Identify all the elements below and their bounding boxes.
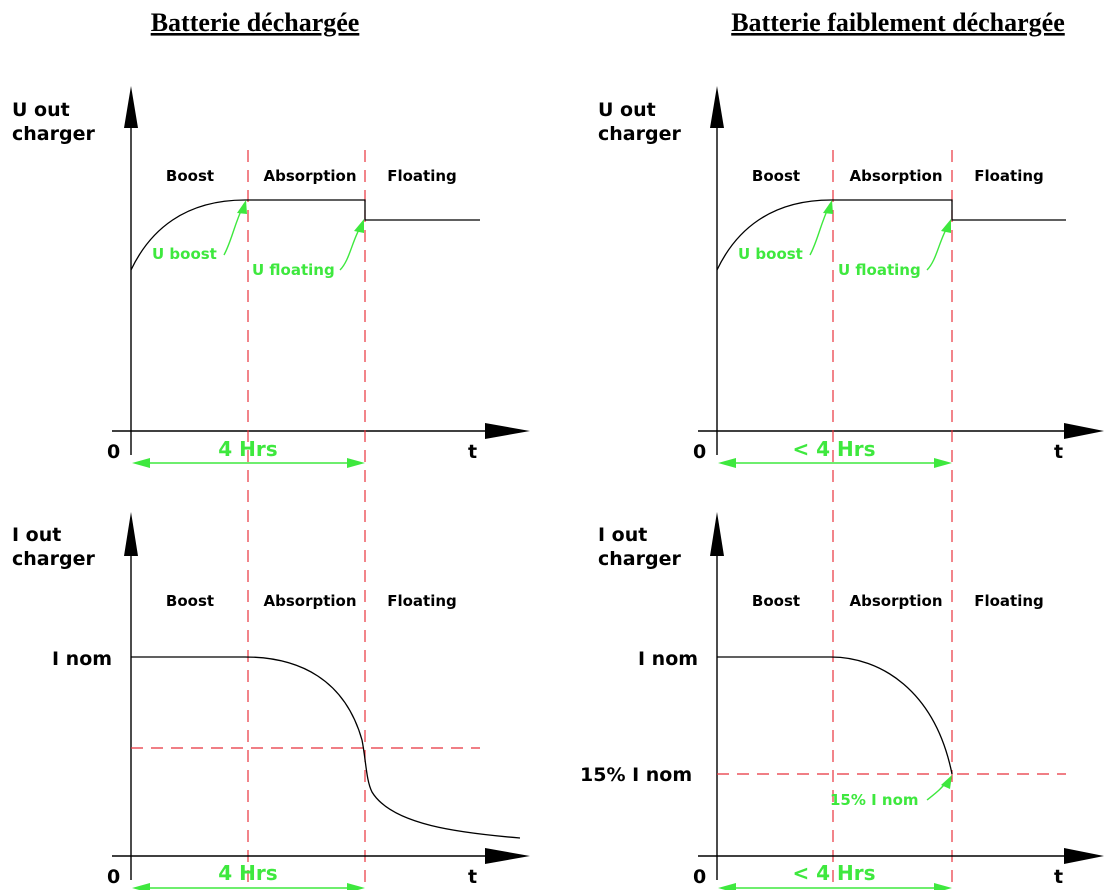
y-label-line1: I out [598, 524, 647, 546]
phase-absorption: Absorption [263, 592, 356, 610]
time-label: t [1054, 866, 1063, 888]
y-axis-arrow-icon [124, 512, 138, 556]
phase-boost: Boost [166, 592, 214, 610]
pct-i-nom-callout: 15% I nom [830, 791, 919, 809]
y-axis-arrow-icon [710, 512, 724, 556]
voltage-curve [130, 199, 480, 271]
voltage-chart-right: U out charger 0 t Boost Absorption Float… [598, 86, 1104, 890]
phase-absorption: Absorption [849, 592, 942, 610]
time-label: t [1054, 441, 1063, 463]
dim-arrow-right-icon [347, 458, 365, 468]
current-curve [131, 656, 521, 839]
phase-absorption: Absorption [849, 167, 942, 185]
phase-boost: Boost [752, 167, 800, 185]
title-left: Batterie déchargée [151, 8, 360, 37]
pct-i-nom-label: 15% I nom [580, 764, 692, 786]
dim-arrow-right-icon [934, 458, 952, 468]
time-label: t [468, 441, 477, 463]
y-label-line2: charger [12, 123, 95, 145]
phase-floating: Floating [387, 592, 457, 610]
origin-label: 0 [693, 866, 706, 888]
y-label-line1: U out [12, 99, 70, 121]
i-nom-label: I nom [638, 648, 698, 670]
dim-arrow-right-icon [934, 883, 952, 890]
dim-arrow-left-icon [718, 458, 736, 468]
phase-boost: Boost [752, 592, 800, 610]
current-chart-right: I out charger I nom 15% I nom 0 t Boost … [580, 512, 1104, 890]
y-axis-arrow-icon [124, 86, 138, 128]
pct-i-nom-arrow-icon [941, 775, 952, 789]
dim-arrow-left-icon [718, 883, 736, 890]
i-nom-label: I nom [52, 648, 112, 670]
x-axis-arrow-icon [485, 848, 530, 864]
voltage-curve [716, 199, 1066, 271]
origin-label: 0 [107, 866, 120, 888]
x-axis-arrow-icon [485, 423, 530, 439]
dim-arrow-left-icon [132, 883, 150, 890]
x-axis-arrow-icon [1064, 848, 1104, 864]
voltage-chart-left: U out charger 0 t Boost Absorption Float… [12, 86, 530, 890]
duration-label: 4 Hrs [218, 437, 277, 461]
phase-floating: Floating [387, 167, 457, 185]
phase-absorption: Absorption [263, 167, 356, 185]
y-label-line2: charger [598, 548, 681, 570]
duration-label: < 4 Hrs [792, 437, 875, 461]
y-label-line1: U out [598, 99, 656, 121]
dim-arrow-right-icon [347, 883, 365, 890]
y-label-line2: charger [12, 548, 95, 570]
dim-arrow-left-icon [132, 458, 150, 468]
phase-floating: Floating [974, 167, 1044, 185]
phase-boost: Boost [166, 167, 214, 185]
u-floating-arrow-icon [941, 219, 951, 233]
u-floating-label: U floating [252, 261, 335, 279]
duration-label: < 4 Hrs [792, 861, 875, 885]
current-chart-left: I out charger I nom 0 t Boost Absorption… [12, 512, 530, 890]
x-axis-arrow-icon [1064, 423, 1104, 439]
u-boost-arrow-icon [237, 200, 247, 214]
origin-label: 0 [693, 441, 706, 463]
u-boost-arrow-icon [823, 200, 833, 214]
u-floating-label: U floating [838, 261, 921, 279]
current-curve [717, 656, 953, 775]
phase-floating: Floating [974, 592, 1044, 610]
title-right: Batterie faiblement déchargée [731, 8, 1065, 37]
y-label-line1: I out [12, 524, 61, 546]
y-axis-arrow-icon [710, 86, 724, 128]
u-boost-label: U boost [152, 245, 217, 263]
y-label-line2: charger [598, 123, 681, 145]
origin-label: 0 [107, 441, 120, 463]
time-label: t [468, 866, 477, 888]
u-floating-arrow-icon [354, 219, 364, 233]
duration-label: 4 Hrs [218, 861, 277, 885]
u-boost-label: U boost [738, 245, 803, 263]
